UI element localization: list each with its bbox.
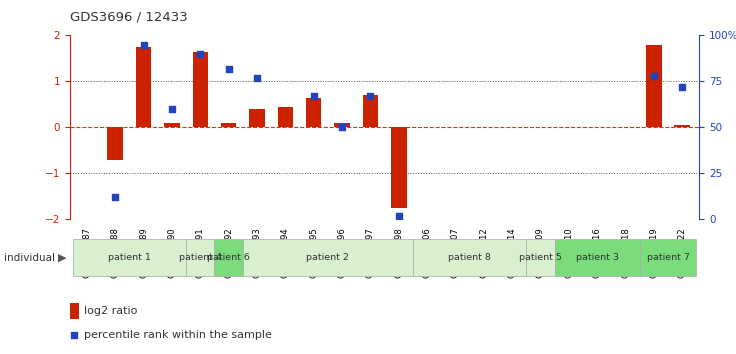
Text: individual: individual bbox=[4, 252, 54, 263]
Text: patient 4: patient 4 bbox=[179, 253, 222, 262]
Text: log2 ratio: log2 ratio bbox=[84, 306, 138, 316]
Point bbox=[251, 75, 263, 81]
Bar bbox=[107, 127, 123, 160]
Text: patient 6: patient 6 bbox=[208, 253, 250, 262]
FancyBboxPatch shape bbox=[526, 239, 555, 276]
FancyBboxPatch shape bbox=[640, 239, 696, 276]
FancyBboxPatch shape bbox=[243, 239, 413, 276]
Bar bbox=[334, 123, 350, 127]
Bar bbox=[646, 45, 662, 127]
Point bbox=[308, 93, 319, 99]
Bar bbox=[391, 127, 406, 208]
Point bbox=[138, 42, 149, 47]
Point bbox=[166, 106, 178, 112]
FancyBboxPatch shape bbox=[73, 239, 186, 276]
Point bbox=[676, 84, 688, 90]
Bar bbox=[363, 95, 378, 127]
Bar bbox=[250, 109, 265, 127]
Point bbox=[194, 51, 206, 57]
Text: patient 7: patient 7 bbox=[647, 253, 690, 262]
Point bbox=[68, 332, 80, 337]
Text: patient 2: patient 2 bbox=[306, 253, 350, 262]
FancyBboxPatch shape bbox=[186, 239, 214, 276]
Bar bbox=[674, 125, 690, 127]
Point bbox=[393, 213, 405, 219]
Point bbox=[110, 195, 121, 200]
Text: patient 8: patient 8 bbox=[448, 253, 491, 262]
FancyBboxPatch shape bbox=[413, 239, 526, 276]
Point bbox=[223, 66, 235, 72]
Point bbox=[336, 125, 348, 130]
Bar bbox=[70, 303, 79, 319]
Bar bbox=[277, 107, 293, 127]
Point bbox=[648, 73, 659, 79]
Text: patient 5: patient 5 bbox=[519, 253, 562, 262]
FancyBboxPatch shape bbox=[555, 239, 640, 276]
Text: GDS3696 / 12433: GDS3696 / 12433 bbox=[70, 11, 188, 24]
Bar bbox=[306, 97, 322, 127]
Text: percentile rank within the sample: percentile rank within the sample bbox=[84, 330, 272, 339]
Bar bbox=[136, 47, 152, 127]
Bar bbox=[193, 51, 208, 127]
Point bbox=[364, 93, 376, 99]
Bar bbox=[164, 123, 180, 127]
Bar bbox=[221, 123, 236, 127]
Text: ▶: ▶ bbox=[57, 252, 66, 263]
FancyBboxPatch shape bbox=[214, 239, 243, 276]
Text: patient 3: patient 3 bbox=[576, 253, 619, 262]
Text: patient 1: patient 1 bbox=[108, 253, 151, 262]
